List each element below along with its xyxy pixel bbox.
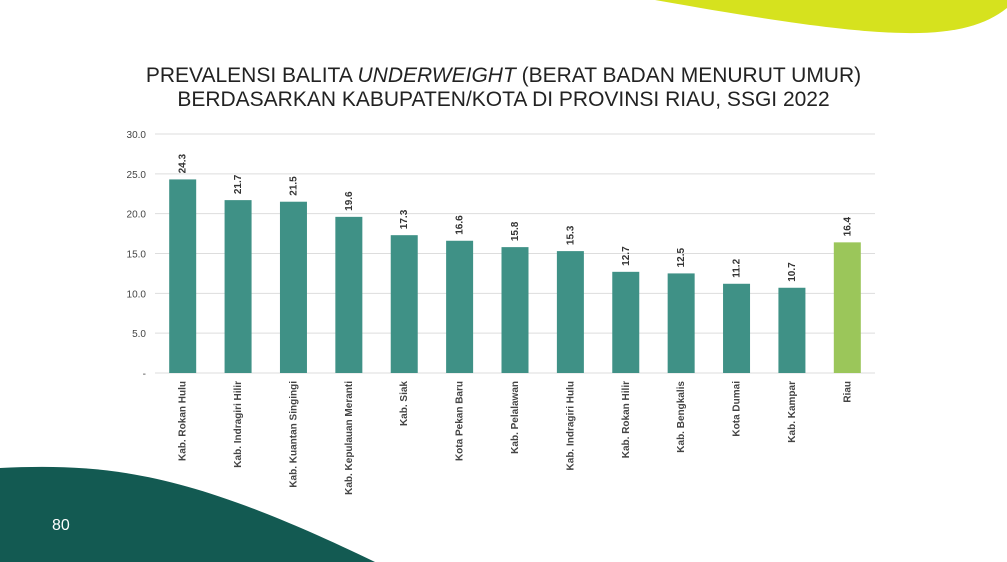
bar — [778, 287, 806, 373]
chart-title-line-2: BERDASARKAN KABUPATEN/KOTA DI PROVINSI R… — [177, 88, 830, 111]
x-tick-label: Riau — [842, 381, 853, 403]
x-tick-label: Kab. Bengkalis — [676, 381, 687, 453]
bar — [501, 247, 529, 373]
x-tick-label: Kab. Pelalawan — [510, 381, 521, 454]
bar — [833, 242, 861, 373]
y-tick-label: 10.0 — [127, 289, 147, 300]
data-label: 15.8 — [510, 221, 521, 241]
x-tick-label: Kab. Rokan Hulu — [178, 381, 189, 461]
page-number: 80 — [52, 517, 70, 534]
data-label: 16.4 — [842, 216, 853, 236]
y-tick-label: 25.0 — [127, 170, 147, 181]
x-tick-label: Kab. Siak — [399, 381, 410, 426]
y-tick-label: 20.0 — [127, 210, 147, 221]
x-tick-label: Kota Pekan Baru — [455, 381, 466, 461]
data-label: 12.7 — [621, 246, 632, 266]
y-tick-label: 5.0 — [132, 329, 146, 340]
data-label: 17.3 — [399, 209, 410, 229]
bar — [446, 240, 474, 373]
title-line1-suffix: (BERAT BADAN MENURUT UMUR) — [515, 64, 862, 87]
chart-title: PREVALENSI BALITA UNDERWEIGHT (BERAT BAD… — [0, 64, 1007, 112]
bar — [556, 251, 584, 373]
data-label: 15.3 — [565, 225, 576, 245]
dark-green-corner-shape — [0, 466, 375, 562]
data-label: 11.2 — [732, 258, 743, 277]
y-tick-label: 15.0 — [127, 250, 147, 261]
data-label: 19.6 — [344, 191, 355, 211]
bar — [667, 273, 695, 373]
lime-corner-shape — [655, 0, 1007, 34]
data-label: 12.5 — [676, 248, 687, 268]
data-label: 16.6 — [455, 215, 466, 235]
bar — [279, 201, 307, 373]
bar — [224, 200, 252, 373]
x-tick-label: Kab. Indragiri Hilir — [233, 381, 244, 468]
bar — [612, 271, 640, 373]
x-tick-label: Kab. Indragiri Hulu — [565, 381, 576, 470]
title-line1-italic: UNDERWEIGHT — [357, 64, 516, 87]
data-label: 21.5 — [288, 176, 299, 196]
bar — [723, 283, 751, 373]
chart-title-line-1: PREVALENSI BALITA UNDERWEIGHT (BERAT BAD… — [0, 64, 1007, 88]
y-tick-label: - — [143, 369, 146, 380]
x-tick-label: Kab. Kuantan Singingi — [288, 381, 299, 488]
x-tick-label: Kab. Kampar — [787, 381, 798, 443]
data-label: 10.7 — [787, 262, 798, 282]
bar — [169, 179, 197, 373]
title-line1-prefix: PREVALENSI BALITA — [145, 64, 358, 87]
data-label: 21.7 — [233, 174, 244, 194]
data-label: 24.3 — [178, 154, 189, 174]
bar — [335, 216, 363, 373]
x-tick-label: Kota Dumai — [732, 381, 743, 437]
bar — [390, 235, 418, 373]
x-tick-label: Kab. Rokan Hilir — [621, 381, 632, 458]
y-tick-label: 30.0 — [127, 130, 147, 141]
x-tick-label: Kab. Kepulauan Meranti — [344, 381, 355, 495]
